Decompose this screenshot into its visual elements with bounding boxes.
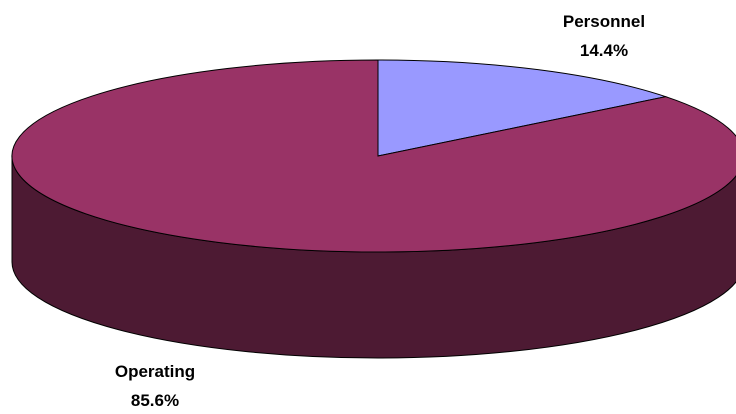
slice-personnel (377, 59, 668, 157)
pie-rim (11, 156, 13, 262)
slice-name-operating: Operating (115, 362, 195, 381)
slice-value-personnel: 14.4% (580, 41, 628, 60)
pie-tops (11, 59, 736, 253)
slice-value-operating: 85.6% (131, 391, 179, 410)
slice-operating (11, 59, 736, 253)
slice-name-personnel: Personnel (563, 12, 645, 31)
